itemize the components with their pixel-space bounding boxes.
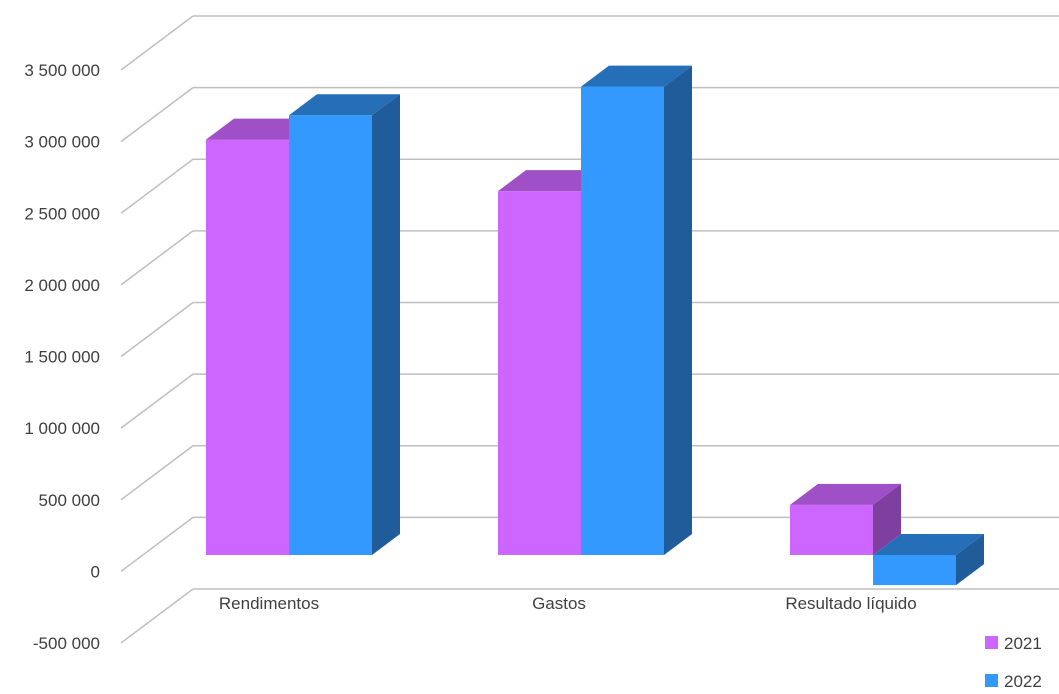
gridline-diagonal: [120, 87, 194, 143]
y-tick-label: 1 500 000: [24, 348, 100, 367]
y-tick-label: 2 500 000: [24, 204, 100, 223]
bar-top-face: [873, 534, 984, 555]
bar-front-face: [581, 86, 664, 555]
bar-side-face: [664, 65, 692, 555]
y-tick-label: 3 500 000: [24, 61, 100, 80]
bar-top-face: [790, 483, 901, 505]
legend: 2021 2022: [985, 634, 1042, 691]
y-tick-label: 2 000 000: [24, 276, 100, 295]
gridline-diagonal: [120, 230, 194, 286]
gridline-diagonal: [120, 301, 194, 358]
bar-2022-0: [289, 94, 400, 555]
x-axis-category-labels: Rendimentos Gastos Resultado líquido: [219, 594, 917, 613]
bar-2021-2: [790, 483, 901, 555]
y-tick-label: -500 000: [33, 634, 100, 653]
category-label: Resultado líquido: [785, 594, 916, 613]
legend-label: 2021: [1004, 634, 1042, 653]
bar-front-face: [206, 139, 289, 555]
y-tick-label: 1 000 000: [24, 419, 100, 438]
y-tick-label: 3 000 000: [24, 133, 100, 152]
bar-side-face: [956, 534, 984, 586]
category-label: Gastos: [532, 594, 586, 613]
bar-front-face: [790, 504, 873, 555]
gridline-diagonal: [120, 158, 194, 214]
bar-2022-1: [581, 65, 692, 555]
bars: [206, 65, 984, 586]
gridline-diagonal: [120, 516, 194, 572]
gridline-diagonal: [120, 588, 194, 644]
y-axis-tick-labels: 3 500 000 3 000 000 2 500 000 2 000 000 1 50…: [24, 61, 100, 653]
bar-front-face: [289, 115, 372, 555]
y-tick-label: 500 000: [39, 491, 100, 510]
bar-side-face: [372, 94, 400, 555]
gridline-diagonal: [120, 373, 194, 429]
bar-top-face: [581, 65, 692, 87]
category-label: Rendimentos: [219, 594, 319, 613]
bar-front-face: [498, 191, 581, 555]
bar-front-face: [873, 555, 956, 586]
gridline-diagonal: [120, 15, 194, 71]
gridline-diagonal: [120, 445, 194, 501]
bar-top-face: [289, 94, 400, 116]
legend-swatch: [985, 636, 998, 649]
legend-label: 2022: [1004, 672, 1042, 689]
bar-2022-2: [873, 534, 984, 586]
y-tick-label: 0: [91, 562, 100, 581]
legend-swatch: [985, 674, 998, 687]
bar-side-face: [873, 483, 901, 555]
